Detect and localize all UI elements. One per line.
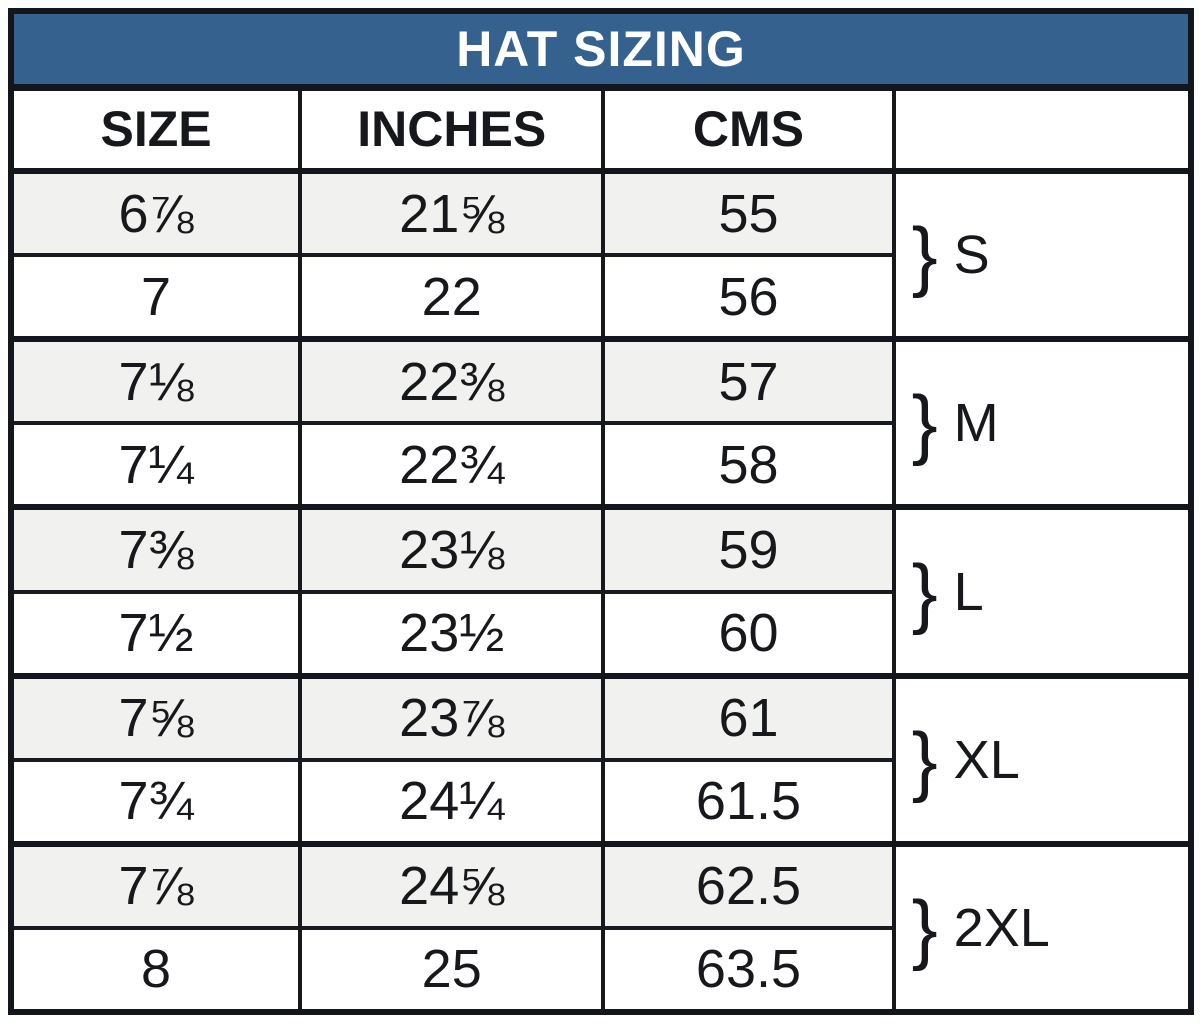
cell-inches: 23½ xyxy=(300,589,606,676)
table-row: 7⅞ 24⅝ 62.5 } 2XL xyxy=(11,840,1191,1012)
column-header-inches: INCHES xyxy=(300,87,606,175)
title-row: HAT SIZING xyxy=(11,11,1191,91)
cell-cms: 56 xyxy=(603,253,896,340)
hat-sizing-chart: HAT SIZING SIZE INCHES CMS 6⅞ 21⅝ 55 } S … xyxy=(8,8,1194,1015)
cell-size: 7⅞ xyxy=(11,840,303,928)
cell-cms: 58 xyxy=(603,421,896,508)
table-row: 7⅝ 23⅞ 61 } XL xyxy=(11,672,1191,844)
table-row: 7¼ 22¾ 58 xyxy=(11,421,1191,508)
table-row: 7¾ 24¼ 61.5 xyxy=(11,757,1191,844)
cell-size: 7⅝ xyxy=(11,672,303,760)
cell-size: 7¾ xyxy=(11,757,303,844)
column-header-size: SIZE xyxy=(11,87,303,175)
cell-inches: 23⅛ xyxy=(300,504,606,592)
group-label-text: L xyxy=(953,561,984,622)
cell-cms: 57 xyxy=(603,336,896,424)
cell-cms: 55 xyxy=(603,168,896,256)
brace-icon: } xyxy=(911,883,938,972)
cell-inches: 22⅜ xyxy=(300,336,606,424)
column-header-cms: CMS xyxy=(603,87,896,175)
cell-inches: 24¼ xyxy=(300,757,606,844)
cell-cms: 61.5 xyxy=(603,757,896,844)
cell-size: 7⅜ xyxy=(11,504,303,592)
cell-inches: 22 xyxy=(300,253,606,340)
cell-cms: 60 xyxy=(603,589,896,676)
table-row: 7½ 23½ 60 xyxy=(11,589,1191,676)
cell-cms: 63.5 xyxy=(603,925,896,1012)
cell-size: 7¼ xyxy=(11,421,303,508)
cell-size: 7 xyxy=(11,253,303,340)
cell-inches: 25 xyxy=(300,925,606,1012)
group-label-l: } L xyxy=(893,504,1191,676)
column-header-row: SIZE INCHES CMS xyxy=(11,87,1191,175)
brace-icon: } xyxy=(911,547,938,636)
cell-inches: 24⅝ xyxy=(300,840,606,928)
table-row: 7⅜ 23⅛ 59 } L xyxy=(11,504,1191,676)
brace-icon: } xyxy=(911,211,938,300)
cell-size: 6⅞ xyxy=(11,168,303,256)
table-title: HAT SIZING xyxy=(11,11,1191,91)
group-label-s: } S xyxy=(893,168,1191,340)
table-row: 6⅞ 21⅝ 55 } S xyxy=(11,168,1191,340)
table-row: 8 25 63.5 xyxy=(11,925,1191,1012)
hat-sizing-table: HAT SIZING SIZE INCHES CMS 6⅞ 21⅝ 55 } S … xyxy=(8,8,1194,1015)
table-row: 7⅛ 22⅜ 57 } M xyxy=(11,336,1191,508)
group-label-xl: } XL xyxy=(893,672,1191,844)
group-label-text: XL xyxy=(953,729,1020,790)
cell-size: 7⅛ xyxy=(11,336,303,424)
cell-inches: 21⅝ xyxy=(300,168,606,256)
group-label-text: S xyxy=(953,225,990,286)
group-label-text: M xyxy=(953,393,999,454)
cell-cms: 59 xyxy=(603,504,896,592)
group-label-text: 2XL xyxy=(953,897,1050,958)
cell-inches: 23⅞ xyxy=(300,672,606,760)
column-header-group xyxy=(893,87,1191,175)
cell-size: 8 xyxy=(11,925,303,1012)
cell-size: 7½ xyxy=(11,589,303,676)
table-row: 7 22 56 xyxy=(11,253,1191,340)
brace-icon: } xyxy=(911,379,938,468)
cell-inches: 22¾ xyxy=(300,421,606,508)
group-label-m: } M xyxy=(893,336,1191,508)
cell-cms: 61 xyxy=(603,672,896,760)
cell-cms: 62.5 xyxy=(603,840,896,928)
brace-icon: } xyxy=(911,715,938,804)
group-label-2xl: } 2XL xyxy=(893,840,1191,1012)
